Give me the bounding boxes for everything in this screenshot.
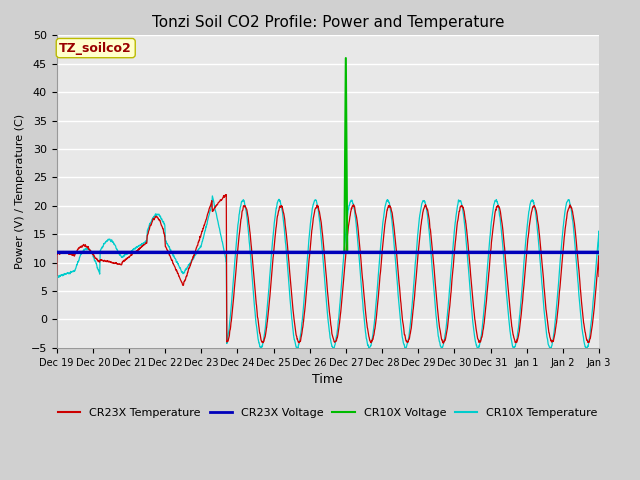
Text: TZ_soilco2: TZ_soilco2 (60, 42, 132, 55)
X-axis label: Time: Time (312, 373, 343, 386)
Title: Tonzi Soil CO2 Profile: Power and Temperature: Tonzi Soil CO2 Profile: Power and Temper… (152, 15, 504, 30)
Y-axis label: Power (V) / Temperature (C): Power (V) / Temperature (C) (15, 114, 25, 269)
Legend: CR23X Temperature, CR23X Voltage, CR10X Voltage, CR10X Temperature: CR23X Temperature, CR23X Voltage, CR10X … (54, 403, 602, 422)
